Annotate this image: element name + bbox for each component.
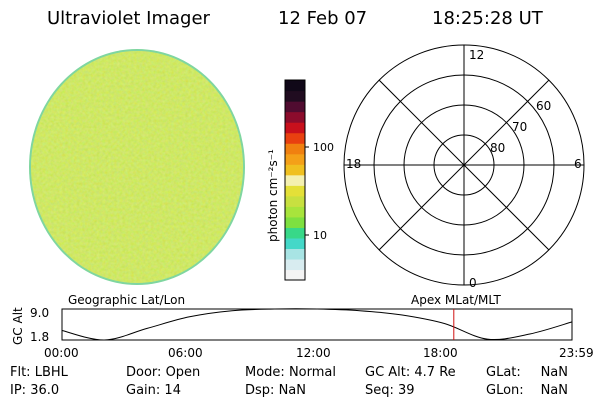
colorbar-segment [285, 237, 305, 250]
info-mode: Mode: Normal [245, 365, 336, 380]
colorbar-segment [285, 185, 305, 197]
timeline-ytick-1-8: 1.8 [30, 330, 49, 344]
info-dsp: Dsp: NaN [245, 383, 306, 398]
lat-label-80: 80 [490, 141, 505, 155]
colorbar-segment [285, 227, 305, 239]
uv-image-disk [29, 49, 245, 285]
polar-grid [343, 44, 585, 286]
info-glon: GLon: [486, 383, 524, 398]
timeline-xtick-0600: 06:00 [168, 346, 203, 360]
colorbar-segment [285, 111, 305, 123]
colorbar-segment [285, 206, 305, 218]
timeline-ylabel: GC Alt [11, 307, 25, 345]
mlt-label-0: 0 [469, 276, 477, 290]
timeline-ytick-9: 9.0 [30, 306, 49, 320]
timeline-xtick-0000: 00:00 [44, 346, 79, 360]
info-seq: Seq: 39 [365, 383, 415, 398]
colorbar-segment [285, 122, 305, 134]
timeline-xtick-2359: 23:59 [559, 346, 594, 360]
colorbar-tick-label-100: 100 [313, 141, 334, 154]
date-label: 12 Feb 07 [278, 8, 368, 29]
mlt-label-18: 18 [346, 157, 361, 171]
info-gain: Gain: 14 [126, 383, 181, 398]
colorbar [285, 80, 305, 281]
colorbar-unit-label: photon cm⁻²s⁻¹ [266, 149, 280, 242]
info-glat: GLat: [486, 365, 521, 380]
timeline-right-label: Apex MLat/MLT [411, 293, 501, 307]
timeline-left-label: Geographic Lat/Lon [68, 293, 185, 307]
colorbar-segment [285, 195, 305, 207]
info-ip: IP: 36.0 [10, 383, 59, 398]
polar-diagonal-2 [378, 79, 550, 251]
colorbar-segment [285, 174, 305, 186]
colorbar-segment [285, 248, 305, 260]
info-flt: Flt: LBHL [10, 365, 69, 380]
timeline-xtick-1200: 12:00 [296, 346, 331, 360]
colorbar-segment [285, 143, 305, 155]
colorbar-segment [285, 269, 305, 281]
altitude-curve [61, 308, 573, 341]
colorbar-segment [285, 90, 305, 102]
colorbar-segment [285, 101, 305, 113]
instrument-title: Ultraviolet Imager [47, 8, 210, 29]
info-glat-value: NaN [541, 365, 568, 380]
colorbar-segment [285, 258, 305, 271]
lat-label-70: 70 [512, 120, 527, 134]
info-panel: Flt: LBHL Door: Open Mode: Normal GC Alt… [10, 365, 568, 398]
lat-label-60: 60 [536, 99, 551, 113]
info-glon-value: NaN [541, 383, 568, 398]
colorbar-segment [285, 132, 305, 144]
mlt-label-6: 6 [574, 157, 582, 171]
colorbar-segment [285, 164, 305, 176]
info-door: Door: Open [126, 365, 200, 380]
colorbar-tick-label-10: 10 [313, 229, 327, 242]
time-label: 18:25:28 UT [432, 8, 543, 29]
colorbar-segment [285, 80, 305, 92]
mlt-label-12: 12 [469, 48, 484, 62]
colorbar-segment [285, 153, 305, 165]
colorbar-frame [284, 79, 306, 281]
info-gc-alt: GC Alt: 4.7 Re [365, 365, 456, 380]
colorbar-segment [285, 216, 305, 228]
timeline-frame [61, 308, 573, 341]
timeline-xtick-1800: 18:00 [423, 346, 458, 360]
